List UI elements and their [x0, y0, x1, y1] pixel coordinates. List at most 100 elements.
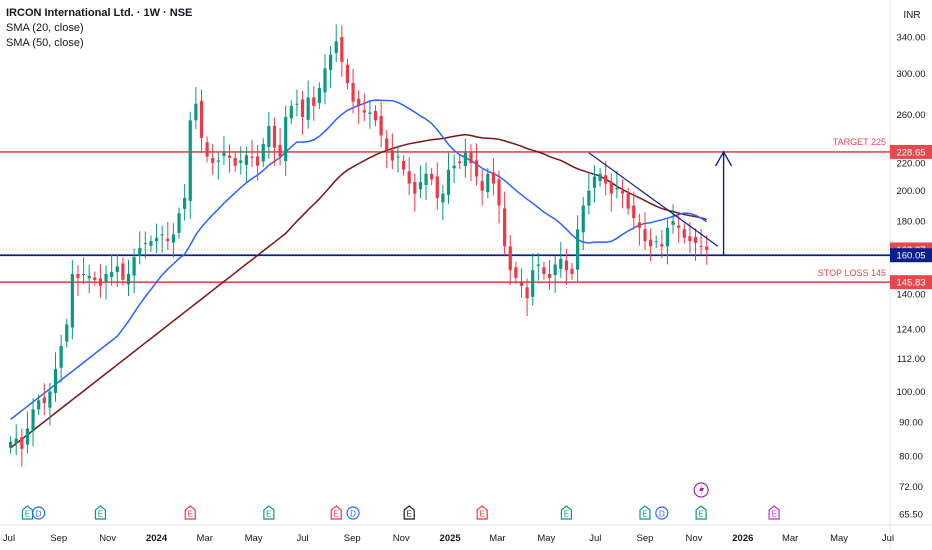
candle-body	[598, 173, 602, 181]
chart-legend: IRCON International Ltd. · 1W · NSE SMA …	[6, 6, 192, 51]
candle-body	[643, 229, 647, 242]
candle-body	[385, 138, 389, 151]
candle-body	[104, 274, 108, 282]
time-tick-label: 2026	[732, 533, 753, 544]
candle-body	[9, 441, 13, 448]
dividend-marker-label: D	[350, 510, 356, 519]
time-tick-label: 2025	[440, 533, 462, 544]
candle-body	[14, 438, 18, 444]
earnings-marker-label: E	[642, 510, 647, 519]
time-tick-label: Jul	[3, 533, 15, 544]
candle-body	[98, 278, 103, 286]
earnings-marker	[94, 505, 107, 520]
candle-body	[373, 111, 378, 121]
candle-body	[289, 105, 293, 119]
candle-body	[671, 221, 675, 225]
time-tick-label: Nov	[393, 533, 410, 544]
candle-body	[216, 160, 220, 162]
price-tick-label: 80.00	[899, 452, 923, 463]
candle-body	[362, 110, 366, 113]
candle-body	[42, 397, 46, 404]
candle-body	[233, 157, 237, 166]
candle-body	[70, 274, 74, 328]
candle-body	[547, 274, 552, 278]
candle-body	[138, 248, 142, 256]
candle-body	[480, 180, 484, 191]
candle-body	[312, 97, 316, 106]
stop-loss-price-tag-bg	[890, 275, 932, 290]
candle-body	[115, 266, 119, 273]
earnings-marker	[476, 505, 488, 520]
price-tick-label: 112.00	[897, 354, 925, 365]
earnings-marker	[560, 505, 572, 520]
candle-body	[649, 239, 653, 247]
candle-body	[665, 227, 670, 247]
candle-body	[121, 263, 125, 280]
sma50-legend[interactable]: SMA (50, close)	[6, 37, 84, 49]
candle-body	[418, 182, 423, 190]
price-tick-label: 72.00	[899, 482, 923, 493]
candle-body	[424, 173, 428, 186]
candle-body	[272, 126, 277, 148]
support-price-tag: 160.05	[896, 251, 925, 262]
time-tick-label: Jul	[589, 533, 601, 544]
candle-body	[688, 236, 692, 242]
candle-body	[446, 169, 451, 196]
stop-loss-annotation: STOP LOSS 145	[818, 268, 886, 278]
candle-body	[267, 126, 271, 147]
candle-body	[632, 205, 636, 219]
sma20-legend[interactable]: SMA (20, close)	[6, 22, 84, 34]
earnings-marker-label: E	[564, 510, 569, 519]
candle-body	[396, 156, 400, 158]
support-price-tag-bg	[890, 248, 932, 263]
candle-body	[519, 282, 524, 286]
candle-body	[132, 257, 136, 276]
earnings-marker	[768, 505, 780, 520]
target-price-tag: 228.65	[896, 147, 925, 158]
earnings-marker	[639, 505, 651, 520]
candle-body	[559, 258, 563, 269]
earnings-marker-label: E	[98, 510, 103, 519]
candle-body	[177, 213, 181, 233]
candle-body	[300, 99, 305, 117]
candle-body	[93, 277, 97, 280]
candle-body	[401, 160, 406, 170]
candle-body	[677, 225, 681, 228]
earnings-marker-label: E	[771, 510, 776, 519]
candle-body	[699, 245, 703, 247]
earnings-marker-label: E	[25, 510, 30, 519]
candle-body	[126, 274, 131, 285]
candle-body	[474, 160, 479, 177]
candle-body	[491, 172, 496, 184]
dividend-marker	[32, 506, 46, 520]
candle-body	[587, 190, 591, 206]
candle-body	[570, 268, 574, 275]
descending-trendline	[588, 152, 719, 247]
candle-body	[25, 428, 30, 445]
candle-body	[171, 234, 176, 243]
stop-loss-price-tag: 145.83	[896, 278, 925, 289]
candle-body	[693, 236, 698, 243]
candle-body	[183, 198, 187, 209]
candle-body	[81, 274, 86, 276]
candle-body	[564, 260, 568, 271]
candle-body	[536, 264, 540, 266]
earnings-marker	[403, 505, 415, 520]
candle-body	[317, 88, 321, 104]
candle-body	[620, 190, 625, 194]
symbol-title: IRCON International Ltd. · 1W · NSE	[6, 7, 193, 19]
dividend-marker	[655, 506, 669, 520]
candle-body	[59, 345, 63, 368]
candle-body	[626, 193, 630, 209]
earnings-marker	[21, 505, 34, 520]
candle-body	[514, 267, 518, 278]
price-tick-label: 100.00	[896, 387, 925, 398]
candle-body	[329, 54, 333, 70]
time-tick-label: Sep	[50, 533, 67, 544]
candle-body	[705, 246, 709, 250]
candle-body	[379, 116, 383, 136]
candle-body	[542, 267, 546, 275]
candle-body	[503, 208, 507, 247]
price-tick-label: 124.00	[896, 325, 925, 336]
